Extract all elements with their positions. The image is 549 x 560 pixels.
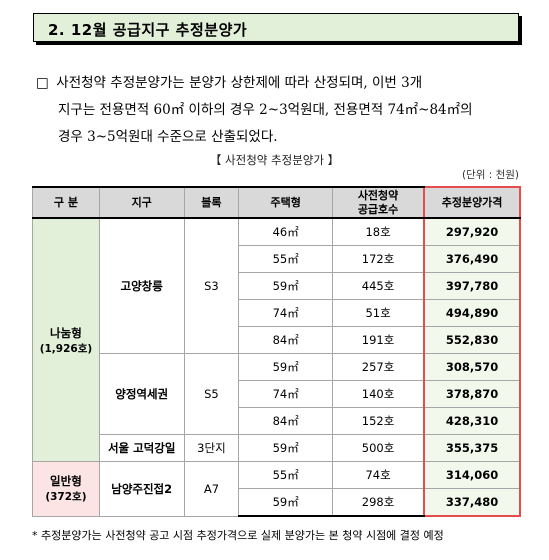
block-yangjeong: S5 [183,353,240,435]
block-goyang: S3 [183,217,240,354]
price-cell: 376,490 [423,245,521,273]
table-header-row: 구 분 지구 블록 주택형 사전청약 공급호수 추정분양가격 [32,186,521,219]
type-cell: 59㎡ [238,488,333,517]
table-row: 55㎡ 172호 376,490 [33,245,521,273]
footnote: * 추정분양가는 사전청약 공고 시점 추정가격으로 실제 분양가는 본 청약 … [32,529,444,542]
section-title: 2. 12월 공급지구 추정분양가 [48,21,248,39]
district-goyang: 고양창릉 [98,217,185,354]
price-cell: 397,780 [423,272,521,300]
section-header: 2. 12월 공급지구 추정분양가 [33,13,519,42]
type-cell: 55㎡ [238,245,333,273]
header-block: 블록 [183,186,240,219]
supply-cell: 172호 [331,245,425,273]
summary-paragraph: □ 사전청약 추정분양가는 분양가 상한제에 따라 산정되며, 이번 3개 지구… [36,70,536,151]
table-row: 59㎡ 298호 337,480 [33,488,521,517]
header-district: 지구 [98,186,185,219]
group-share-cell: 나눔형 (1,926호) [32,217,100,462]
price-cell: 308,570 [423,353,521,381]
table-row: 양정역세권 S5 59㎡ 257호 308,570 [33,353,521,435]
header-price: 추정분양가격 [423,186,521,219]
price-cell: 428,310 [423,407,521,435]
table-row: 서울 고덕강일 3단지 59㎡ 500호 355,375 [33,434,521,462]
supply-cell: 74호 [331,461,425,489]
district-namyangju: 남양주진접2 [98,461,185,517]
supply-cell: 51호 [331,299,425,327]
price-table: 구 분 지구 블록 주택형 사전청약 공급호수 추정분양가격 나눔형 (1,92… [32,186,521,517]
header-supply: 사전청약 공급호수 [331,186,425,219]
price-cell: 494,890 [423,299,521,327]
type-cell: 84㎡ [238,407,333,435]
type-cell: 84㎡ [238,326,333,354]
price-cell: 552,830 [423,326,521,354]
supply-cell: 191호 [331,326,425,354]
paragraph-line-1: □ 사전청약 추정분양가는 분양가 상한제에 따라 산정되며, 이번 3개 [36,70,536,97]
table-row: 74㎡ 51호 494,890 [33,299,521,327]
supply-cell: 18호 [331,217,425,246]
district-godeok: 서울 고덕강일 [98,434,185,462]
table-row: 84㎡ 191호 552,830 [33,326,521,354]
price-cell: 337,480 [423,488,521,517]
header-type: 주택형 [238,186,333,219]
type-cell: 55㎡ [238,461,333,489]
table-row: 74㎡ 140호 378,870 [33,380,521,408]
table-row: 59㎡ 445호 397,780 [33,272,521,300]
supply-cell: 445호 [331,272,425,300]
paragraph-line-3: 경우 3~5억원대 수준으로 산출되었다. [58,129,278,145]
table-row: 일반형 (372호) 남양주진접2 A7 55㎡ 74호 314,060 [32,461,521,517]
header-category: 구 분 [32,186,100,219]
price-cell: 378,870 [423,380,521,408]
checkbox-bullet-icon: □ [36,75,49,91]
type-cell: 46㎡ [238,217,333,246]
type-cell: 59㎡ [238,434,333,462]
supply-cell: 152호 [331,407,425,435]
paragraph-line-2: 지구는 전용면적 60㎡ 이하의 경우 2~3억원대, 전용면적 74㎡~84㎡… [58,102,473,118]
block-namyangju: A7 [183,461,240,517]
price-cell: 314,060 [423,461,521,489]
supply-cell: 298호 [331,488,425,517]
supply-cell: 140호 [331,380,425,408]
type-cell: 74㎡ [238,380,333,408]
supply-cell: 500호 [331,434,425,462]
type-cell: 74㎡ [238,299,333,327]
type-cell: 59㎡ [238,272,333,300]
group-general-cell: 일반형 (372호) [32,461,100,517]
table-caption: 【 사전청약 추정분양가 】 [209,153,340,167]
district-yangjeong: 양정역세권 [98,353,185,435]
unit-label: (단위 : 천원) [461,169,519,181]
supply-cell: 257호 [331,353,425,381]
price-cell: 297,920 [423,217,521,246]
table-row: 84㎡ 152호 428,310 [33,407,521,435]
table-row: 나눔형 (1,926호) 고양창릉 S3 46㎡ 18호 297,920 [32,217,521,462]
type-cell: 59㎡ [238,353,333,381]
block-godeok: 3단지 [183,434,240,462]
price-cell: 355,375 [423,434,521,462]
